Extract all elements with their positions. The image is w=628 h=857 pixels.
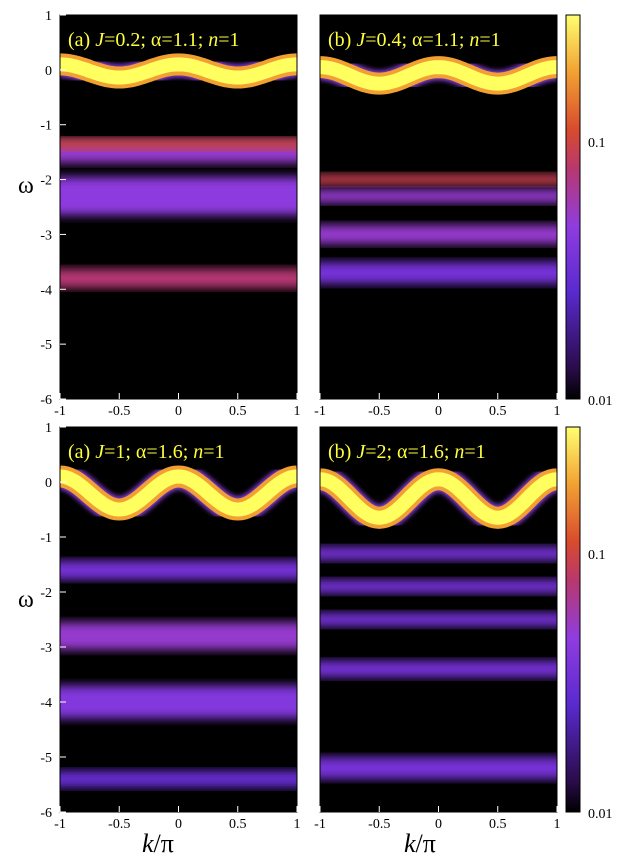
heatmap-panel-2: -1 -0.5 0 0.5 1 (b) J=0.4; α=1.1; n=1: [314, 14, 561, 419]
y-tick-label: 0: [45, 64, 52, 79]
y-tick-label: -3: [40, 228, 52, 243]
x-tick-label: -1: [314, 404, 326, 419]
x-tick-label: -1: [314, 817, 326, 832]
x-tick-label: -1: [54, 404, 66, 419]
x-tick-label: 1: [294, 817, 301, 832]
y-tick-label: -2: [40, 586, 52, 601]
spectral-feature-2: [320, 579, 557, 594]
x-tick-label: -0.5: [108, 404, 130, 419]
heatmap-panel-1: -1 -0.5 0 0.5 1 1 0 -1 -2 -3 -4 -5 -6 (a) J=0.2; α=1.…: [40, 9, 301, 419]
y-tick-label: -2: [40, 174, 52, 189]
x-tick-label: 0.5: [489, 817, 507, 832]
y-tick-label: -1: [40, 119, 52, 134]
spectral-feature-3: [60, 176, 297, 216]
colorbar-tick-0.1: 0.1: [588, 136, 606, 151]
y-tick-label: 1: [45, 421, 52, 436]
y-tick-label: -6: [40, 806, 52, 821]
colorbar-tick-0.01: 0.01: [588, 394, 613, 409]
colorbar-bottom: 0.1 0.01: [565, 426, 613, 822]
x-tick-label: 1: [554, 817, 561, 832]
x-tick-label: 0: [435, 404, 442, 419]
band-core: [320, 472, 557, 525]
spectral-feature-1: [320, 174, 557, 186]
heatmap-body: [60, 427, 297, 812]
panel-title: (a) J=1; α=1.6; n=1: [68, 441, 225, 463]
y-tick-label: -5: [40, 338, 52, 353]
colorbar-tick-0.01: 0.01: [588, 807, 613, 822]
x-tick-label: 1: [554, 404, 561, 419]
spectral-feature-2: [60, 622, 297, 650]
spectral-feature-3: [60, 685, 297, 719]
x-tick-label: 1: [294, 404, 301, 419]
x-tick-label: 0: [175, 817, 182, 832]
x-tick-label: 0.5: [489, 404, 507, 419]
heatmap-panel-4: -1 -0.5 0 0.5 1 (b) J=2; α=1.6; n=1: [314, 426, 561, 832]
band-core: [60, 469, 297, 517]
spectral-feature-2: [320, 189, 557, 203]
x-tick-label: -0.5: [368, 817, 390, 832]
y-tick-label: 1: [45, 9, 52, 24]
spectral-feature-1: [320, 546, 557, 561]
heatmap-body: [60, 15, 297, 399]
spectral-feature-2: [60, 138, 297, 150]
y-axis-label-bottom: ω: [18, 587, 34, 613]
y-tick-label: -4: [40, 696, 52, 711]
y-tick-label: -1: [40, 531, 52, 546]
colorbar-top: 0.1 0.01: [565, 14, 613, 409]
x-axis-label-left: k/π: [142, 829, 174, 857]
panel-title: (a) J=0.2; α=1.1; n=1: [68, 29, 240, 51]
y-tick-label: 0: [45, 476, 52, 491]
y-tick-label: -4: [40, 283, 52, 298]
heatmap-panel-3: -1 -0.5 0 0.5 1 1 0 -1 -2 -3 -4 -5 -6 (a) J=1; α=1.6;…: [40, 421, 301, 832]
colorbar-tick-0.1: 0.1: [588, 548, 606, 563]
spectral-feature-4: [60, 268, 297, 288]
x-tick-label: -0.5: [108, 817, 130, 832]
spectral-feature-4: [60, 770, 297, 788]
heatmap-body: [320, 15, 557, 399]
spectral-feature-5: [320, 757, 557, 779]
y-tick-label: -6: [40, 393, 52, 408]
panel-title: (b) J=0.4; α=1.1; n=1: [328, 29, 501, 51]
spectral-feature-4: [320, 261, 557, 284]
panel-title: (b) J=2; α=1.6; n=1: [328, 441, 486, 463]
spectral-feature-4: [320, 660, 557, 678]
spectral-feature-1: [60, 560, 297, 580]
spectral-feature-3: [320, 224, 557, 245]
x-tick-label: -0.5: [368, 404, 390, 419]
x-tick-label: 0.5: [229, 817, 247, 832]
x-tick-label: 0: [435, 817, 442, 832]
y-tick-label: -3: [40, 641, 52, 656]
band-core: [60, 57, 297, 85]
band-core: [320, 60, 557, 91]
x-tick-label: 0.5: [229, 404, 247, 419]
x-tick-label: -1: [54, 817, 66, 832]
heatmap-body: [320, 427, 557, 812]
spectral-feature-3: [320, 612, 557, 627]
x-tick-label: 0: [175, 404, 182, 419]
y-axis-label-top: ω: [18, 173, 34, 199]
x-axis-label-right: k/π: [404, 829, 436, 857]
y-tick-label: -5: [40, 751, 52, 766]
